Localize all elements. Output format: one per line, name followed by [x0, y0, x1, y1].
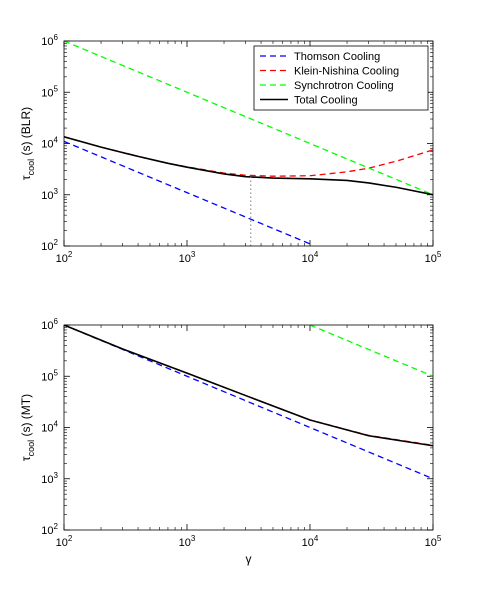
- x-tick-label: 102: [56, 250, 73, 265]
- series-line-klein-nishina-cooling: [64, 136, 433, 177]
- x-tick-label: 102: [56, 534, 73, 549]
- x-tick-label: 104: [302, 534, 319, 549]
- y-tick-label: 106: [41, 33, 58, 48]
- y-tick-label: 106: [41, 317, 58, 332]
- legend-entry-label: Thomson Cooling: [294, 51, 380, 63]
- y-tick-label: 102: [41, 522, 58, 537]
- y-tick-label: 102: [41, 238, 58, 253]
- series-line-synchrotron-cooling: [64, 41, 433, 196]
- minor-ticks: [64, 325, 433, 530]
- plot-area: [64, 325, 433, 530]
- series-line-thomson-cooling: [64, 325, 433, 480]
- y-axis-label: τcool (s) (MT): [19, 394, 36, 461]
- series-line-total-cooling: [64, 136, 433, 196]
- x-tick-label: 103: [179, 534, 196, 549]
- series-group: [64, 325, 433, 480]
- x-tick-label: 104: [302, 250, 319, 265]
- minor-ticks: [64, 41, 433, 246]
- y-tick-label: 105: [41, 84, 58, 99]
- chart-panel-1: 102 103 104 105 102 103 104 105 106 τcool (s) (BL…: [19, 33, 442, 265]
- y-tick-label: 105: [41, 368, 58, 383]
- y-tick-label: 103: [41, 187, 58, 202]
- plot-frame: [63, 324, 434, 531]
- legend-entry-label: Synchrotron Cooling: [294, 80, 394, 92]
- y-tick-label: 104: [41, 420, 58, 435]
- x-tick-label: 105: [425, 534, 442, 549]
- series-line-synchrotron-cooling: [309, 325, 433, 377]
- y-tick-label: 104: [41, 136, 58, 151]
- y-tick-label: 103: [41, 471, 58, 486]
- x-tick-label: 103: [179, 250, 196, 265]
- plot-frame: [63, 40, 434, 247]
- x-axis-label: γ: [246, 552, 252, 566]
- y-axis-label: τcool (s) (BLR): [19, 107, 36, 180]
- series-line-total-cooling: [64, 325, 433, 447]
- legend: Thomson Cooling Klein-Nishina Cooling Sync…: [253, 45, 429, 111]
- chart-panel-2: 102 103 104 105 102 103 104 105 106 τcool (s) (MT…: [19, 317, 442, 566]
- legend-entry-label: Klein-Nishina Cooling: [294, 66, 399, 78]
- legend-entry-label: Total Cooling: [294, 95, 358, 107]
- series-line-thomson-cooling: [64, 140, 311, 245]
- x-tick-label: 105: [425, 250, 442, 265]
- series-group: [64, 41, 433, 246]
